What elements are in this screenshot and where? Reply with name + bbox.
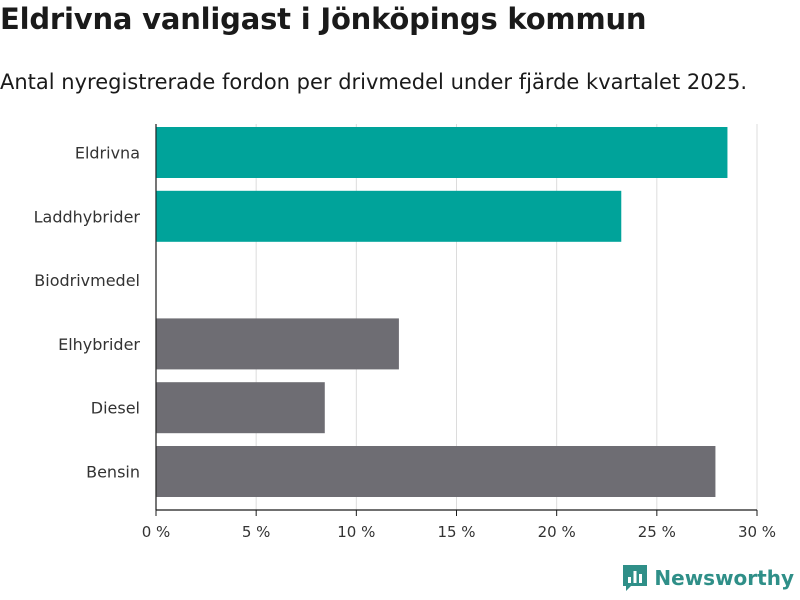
category-label-bensin: Bensin	[86, 463, 140, 482]
bars	[156, 127, 728, 497]
x-axis-ticks: 0 % 5 % 10 % 15 % 20 % 25 % 30 %	[142, 509, 776, 541]
x-tick-label: 15 %	[437, 523, 475, 541]
bar-eldrivna	[156, 127, 728, 178]
x-tick-label: 20 %	[538, 523, 576, 541]
x-tick-label: 30 %	[738, 523, 776, 541]
category-label-biodrivmedel: Biodrivmedel	[34, 271, 140, 290]
category-label-elhybrider: Elhybrider	[58, 335, 140, 354]
bar-diesel	[156, 382, 325, 434]
x-tick-label: 0 %	[142, 523, 171, 541]
category-labels: Eldrivna Laddhybrider Biodrivmedel Elhybrid…	[34, 144, 141, 482]
chart-subtitle: Antal nyregistrerade fordon per drivmede…	[0, 70, 748, 94]
x-tick-label: 10 %	[337, 523, 375, 541]
category-label-diesel: Diesel	[91, 399, 140, 418]
grid-lines	[155, 124, 758, 510]
category-label-laddhybrider: Laddhybrider	[34, 207, 141, 226]
bar-bensin	[156, 446, 716, 497]
chart-title: Eldrivna vanligast i Jönköpings kommun	[0, 2, 647, 36]
bar-laddhybrider	[156, 190, 622, 242]
brand-logo: Newsworthy	[622, 564, 794, 592]
brand-name: Newsworthy	[654, 566, 794, 590]
bar-elhybrider	[156, 318, 399, 370]
x-tick-label: 5 %	[242, 523, 271, 541]
x-tick-label: 25 %	[638, 523, 676, 541]
newsworthy-logo-icon	[623, 565, 648, 591]
category-label-eldrivna: Eldrivna	[75, 144, 140, 163]
